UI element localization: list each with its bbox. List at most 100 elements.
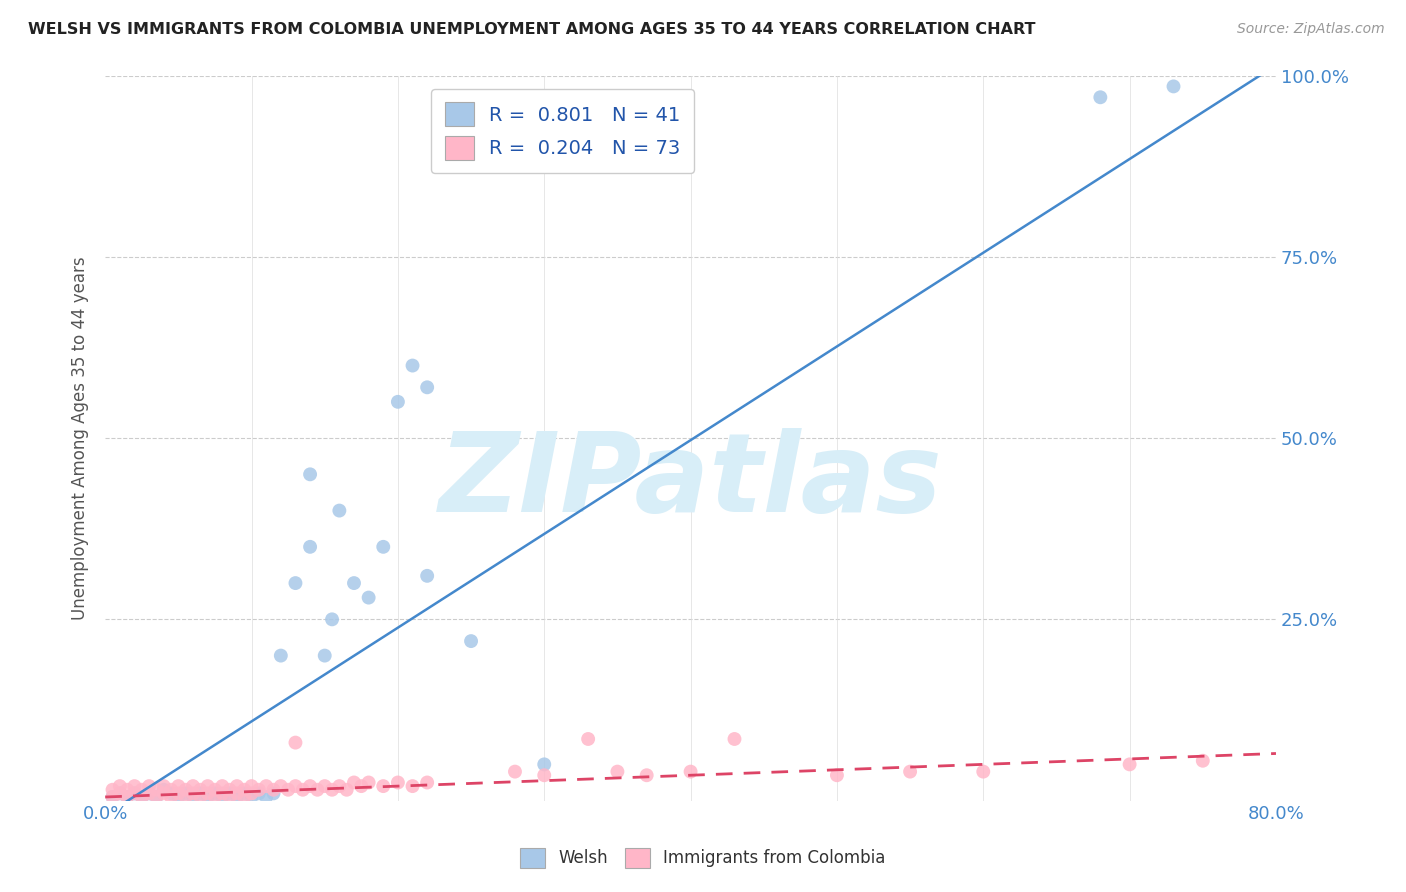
- Point: [291, 782, 314, 797]
- Point: [188, 782, 211, 797]
- Point: [152, 782, 174, 797]
- Point: [240, 786, 263, 800]
- Point: [503, 764, 526, 779]
- Point: [115, 789, 138, 804]
- Point: [108, 786, 131, 800]
- Point: [263, 782, 285, 797]
- Point: [218, 786, 240, 800]
- Point: [167, 789, 190, 804]
- Point: [138, 786, 160, 800]
- Legend: R =  0.801   N = 41, R =  0.204   N = 73: R = 0.801 N = 41, R = 0.204 N = 73: [432, 89, 695, 173]
- Point: [204, 782, 226, 797]
- Point: [131, 789, 153, 804]
- Point: [270, 648, 292, 663]
- Point: [174, 789, 197, 804]
- Point: [115, 782, 138, 797]
- Point: [373, 779, 395, 793]
- Point: [174, 786, 197, 800]
- Point: [188, 786, 211, 800]
- Point: [636, 768, 658, 782]
- Point: [533, 757, 555, 772]
- Point: [124, 779, 146, 793]
- Point: [152, 786, 174, 800]
- Y-axis label: Unemployment Among Ages 35 to 44 years: Unemployment Among Ages 35 to 44 years: [72, 256, 89, 620]
- Point: [160, 786, 183, 800]
- Point: [299, 540, 322, 554]
- Point: [101, 789, 124, 804]
- Point: [1090, 90, 1112, 104]
- Point: [174, 782, 197, 797]
- Point: [576, 731, 599, 746]
- Point: [1163, 79, 1185, 94]
- Point: [138, 779, 160, 793]
- Point: [197, 786, 219, 800]
- Point: [115, 789, 138, 804]
- Point: [343, 576, 366, 591]
- Point: [972, 764, 994, 779]
- Point: [233, 789, 256, 804]
- Point: [108, 779, 131, 793]
- Point: [211, 779, 233, 793]
- Point: [336, 782, 359, 797]
- Point: [204, 786, 226, 800]
- Point: [284, 576, 307, 591]
- Point: [299, 467, 322, 482]
- Point: [160, 789, 183, 804]
- Point: [416, 569, 439, 583]
- Point: [254, 779, 277, 793]
- Point: [350, 779, 373, 793]
- Point: [160, 782, 183, 797]
- Point: [138, 786, 160, 800]
- Text: WELSH VS IMMIGRANTS FROM COLOMBIA UNEMPLOYMENT AMONG AGES 35 TO 44 YEARS CORRELA: WELSH VS IMMIGRANTS FROM COLOMBIA UNEMPL…: [28, 22, 1036, 37]
- Point: [145, 782, 167, 797]
- Point: [108, 786, 131, 800]
- Point: [240, 779, 263, 793]
- Point: [1191, 754, 1213, 768]
- Point: [181, 779, 204, 793]
- Point: [197, 789, 219, 804]
- Point: [401, 779, 423, 793]
- Point: [606, 764, 628, 779]
- Point: [533, 768, 555, 782]
- Point: [218, 782, 240, 797]
- Point: [131, 789, 153, 804]
- Point: [284, 736, 307, 750]
- Point: [263, 786, 285, 800]
- Point: [124, 786, 146, 800]
- Point: [416, 775, 439, 789]
- Point: [387, 394, 409, 409]
- Text: Source: ZipAtlas.com: Source: ZipAtlas.com: [1237, 22, 1385, 37]
- Point: [321, 782, 343, 797]
- Point: [226, 786, 249, 800]
- Point: [145, 789, 167, 804]
- Point: [211, 786, 233, 800]
- Text: ZIPatlas: ZIPatlas: [439, 428, 942, 535]
- Point: [204, 789, 226, 804]
- Point: [197, 779, 219, 793]
- Point: [723, 731, 745, 746]
- Point: [328, 779, 350, 793]
- Point: [233, 786, 256, 800]
- Point: [152, 779, 174, 793]
- Point: [124, 786, 146, 800]
- Point: [898, 764, 921, 779]
- Point: [145, 789, 167, 804]
- Point: [211, 789, 233, 804]
- Point: [460, 634, 482, 648]
- Point: [188, 789, 211, 804]
- Point: [226, 779, 249, 793]
- Point: [284, 779, 307, 793]
- Point: [401, 359, 423, 373]
- Point: [1118, 757, 1140, 772]
- Point: [218, 789, 240, 804]
- Point: [181, 789, 204, 804]
- Point: [343, 775, 366, 789]
- Point: [167, 779, 190, 793]
- Point: [270, 779, 292, 793]
- Point: [825, 768, 848, 782]
- Point: [181, 786, 204, 800]
- Point: [131, 782, 153, 797]
- Point: [254, 789, 277, 804]
- Legend: Welsh, Immigrants from Colombia: Welsh, Immigrants from Colombia: [513, 841, 893, 875]
- Point: [233, 782, 256, 797]
